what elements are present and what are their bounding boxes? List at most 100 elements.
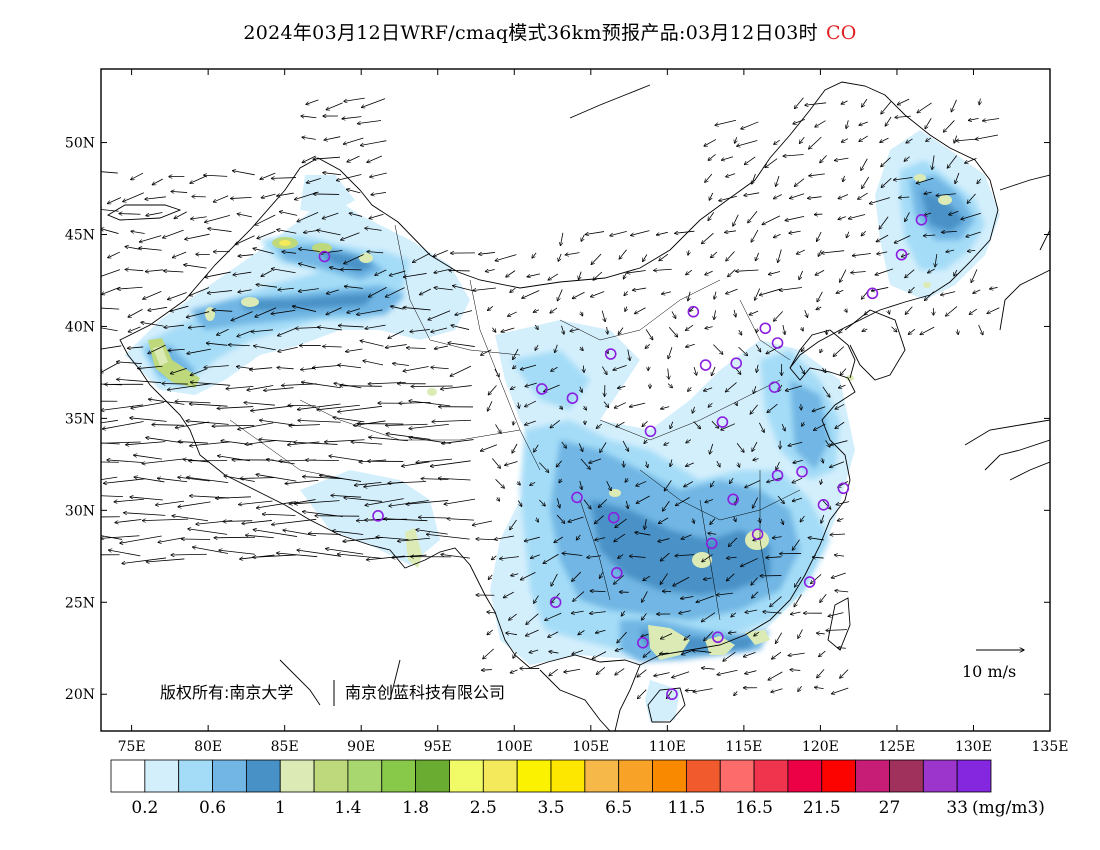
wind-arrow [940, 291, 956, 296]
wind-arrow [253, 554, 297, 557]
wind-arrow [361, 98, 386, 108]
wind-arrow [792, 497, 803, 501]
wind-arrow [741, 121, 759, 129]
wind-arrow [704, 139, 717, 146]
wind-arrow [692, 406, 694, 413]
wind-arrow [539, 499, 545, 506]
wind-arrow [219, 550, 255, 555]
station-marker [796, 465, 808, 478]
wind-arrow [618, 327, 624, 335]
wind-arrow [238, 255, 254, 257]
wind-arrow [557, 289, 563, 300]
wind-arrow [833, 346, 845, 357]
wind-arrow [365, 228, 382, 231]
wind-arrow [324, 136, 341, 140]
wind-arrow [664, 443, 670, 446]
wind-arrow [606, 480, 612, 491]
wind-arrow [171, 554, 207, 555]
wind-arrow [320, 250, 343, 253]
wind-arrow [406, 500, 449, 504]
wind-arrow [240, 478, 274, 479]
wind-arrow [816, 633, 825, 634]
colorbar-label: 11.5 [667, 798, 705, 818]
wind-arrow [555, 344, 558, 353]
wind-arrow [251, 329, 273, 332]
wind-arrow [138, 365, 163, 368]
wind-arrow [101, 345, 122, 350]
wind-arrow [277, 368, 294, 369]
station-marker [566, 392, 579, 404]
wind-arrow [936, 194, 956, 196]
wind-arrow [762, 215, 781, 225]
wind-arrow [645, 344, 651, 348]
wind-arrow [548, 273, 559, 280]
wind-arrow [313, 194, 340, 195]
wind-arrow [247, 385, 274, 390]
wind-arrow [826, 329, 827, 335]
wind-arrow [725, 382, 737, 392]
wind-arrow [708, 402, 713, 407]
wind-arrow [617, 631, 627, 643]
wind-arrow [397, 537, 431, 541]
wind-arrow [288, 405, 316, 406]
wind-arrow [123, 192, 144, 202]
wind-arrow [686, 343, 695, 347]
colorbar-swatch [482, 759, 518, 793]
wind-arrow [714, 310, 716, 319]
wind-arrow [212, 425, 255, 426]
wind-arrow [614, 533, 626, 542]
wind-arrow [709, 443, 714, 454]
wind-arrow [120, 535, 162, 543]
wind-arrow [497, 498, 500, 502]
wind-arrow [629, 556, 646, 557]
wind-arrow [737, 140, 758, 147]
wind-arrow [122, 557, 167, 564]
wind-arrow [580, 458, 590, 469]
wind-arrow [725, 231, 737, 233]
wind-arrow [308, 533, 341, 534]
wind-arrow [711, 366, 716, 376]
wind-arrow [749, 310, 759, 315]
wind-arrow [148, 344, 166, 354]
wind-arrow [522, 290, 540, 298]
wind-arrow [535, 344, 538, 350]
wind-arrow [916, 177, 934, 183]
wind-arrow [534, 595, 539, 604]
colorbar-swatch [685, 759, 721, 793]
wind-arrow [951, 99, 957, 112]
wind-arrow [205, 271, 231, 277]
wind-arrow [721, 156, 734, 161]
wind-arrow [755, 288, 761, 301]
wind-arrow [326, 289, 339, 294]
wind-arrow [979, 98, 980, 105]
wind-arrow [734, 691, 737, 695]
wind-arrow [294, 442, 338, 445]
wind-arrow [319, 475, 362, 482]
wind-arrow [748, 210, 758, 223]
wind-arrow [840, 269, 847, 283]
wind-arrow [326, 102, 343, 110]
wind-arrow [260, 172, 276, 179]
wind-arrow [271, 178, 297, 179]
wind-arrow [975, 134, 999, 139]
wind-arrow [858, 192, 868, 199]
wind-arrow [587, 556, 602, 558]
station-marker [607, 511, 620, 524]
wind-arrow [793, 459, 803, 463]
wind-arrow [485, 269, 495, 271]
wind-arrow [576, 534, 581, 540]
lon-tick-label: 75E [118, 739, 146, 755]
wind-arrow [410, 329, 430, 331]
wind-arrow [728, 537, 738, 547]
wind-arrow [815, 269, 825, 275]
wind-arrow [932, 155, 935, 169]
wind-arrow [675, 230, 695, 233]
wind-arrow [367, 155, 383, 162]
wind-arrow [409, 401, 451, 407]
wind-arrow [318, 327, 342, 331]
wind-arrow [836, 501, 850, 505]
wind-arrow [573, 591, 585, 602]
wind-arrow [756, 364, 758, 373]
wind-arrow [726, 251, 735, 262]
